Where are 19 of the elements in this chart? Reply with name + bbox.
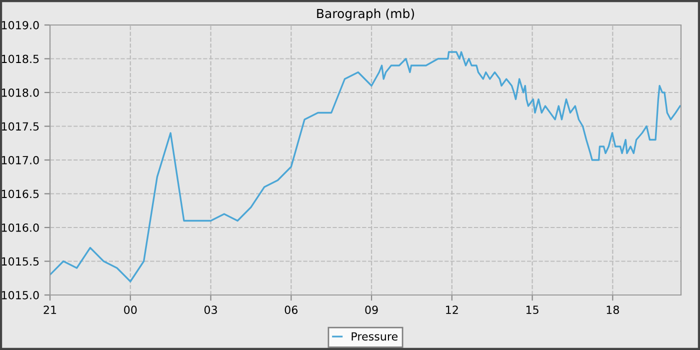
x-tick-label: 21 — [44, 306, 56, 314]
x-tick-label: 18 — [606, 306, 619, 314]
y-tick-label: 1017.5 — [2, 122, 39, 131]
x-tick-label: 12 — [446, 306, 458, 314]
y-tick-label: 1015.5 — [2, 257, 39, 266]
chart-title: Barograph (mb) — [317, 8, 414, 21]
y-tick-label: 1017.0 — [2, 156, 39, 164]
y-tick-label: 1019.0 — [2, 20, 39, 30]
y-tick-label: 1018.5 — [2, 54, 39, 64]
legend-label: Pressure — [352, 332, 398, 341]
x-tick-label: 00 — [124, 306, 137, 314]
x-tick-label: 09 — [365, 306, 378, 314]
x-tick-label: 15 — [526, 306, 538, 314]
y-tick-label: 1018.0 — [2, 88, 39, 97]
y-tick-label: 1016.5 — [2, 190, 39, 198]
x-tick-label: 03 — [204, 306, 217, 314]
y-tick-label: 1016.0 — [2, 223, 39, 232]
x-tick-label: 06 — [284, 306, 298, 314]
y-tick-label: 1015.0 — [2, 290, 39, 300]
